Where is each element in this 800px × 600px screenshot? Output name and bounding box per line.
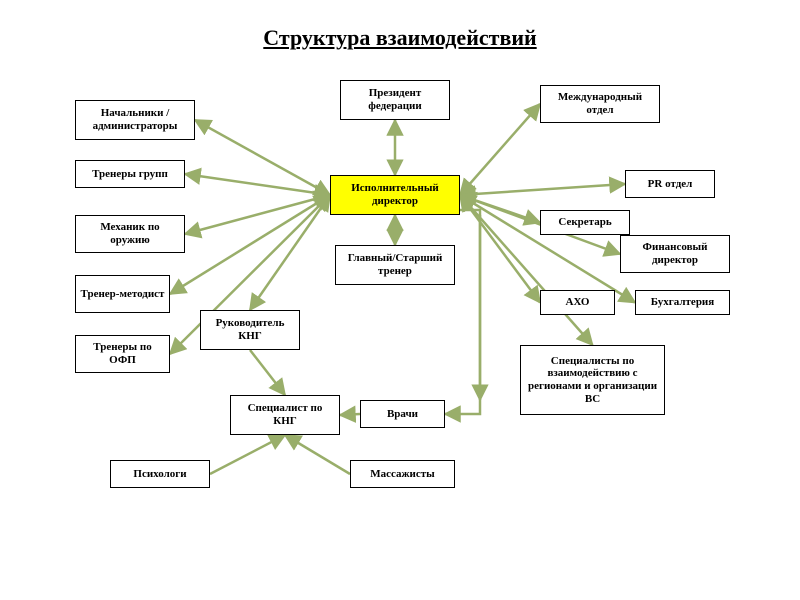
node-president: Президент федерации — [340, 80, 450, 120]
node-methodist: Тренер-методист — [75, 275, 170, 313]
node-accounting: Бухгалтерия — [635, 290, 730, 315]
node-mechanic: Механик по оружию — [75, 215, 185, 253]
node-region: Специалисты по взаимодействию с регионам… — [520, 345, 665, 415]
node-headcoach: Главный/Старший тренер — [335, 245, 455, 285]
node-secretary: Секретарь — [540, 210, 630, 235]
edge-psych-kng_spec — [210, 435, 285, 474]
edge-director-secretary — [460, 195, 540, 223]
node-intl: Международный отдел — [540, 85, 660, 123]
edge-director-axo — [460, 195, 540, 303]
node-axo: АХО — [540, 290, 615, 315]
node-admins: Начальники / администраторы — [75, 100, 195, 140]
edge-director-intl — [460, 104, 540, 195]
edge-kng_head-kng_spec — [250, 350, 285, 395]
node-coaches: Тренеры групп — [75, 160, 185, 188]
edge-director-admins — [195, 120, 330, 195]
node-kng_spec: Специалист по КНГ — [230, 395, 340, 435]
node-massage: Массажисты — [350, 460, 455, 488]
edge-massage-kng_spec — [285, 435, 350, 474]
node-kng_head: Руководитель КНГ — [200, 310, 300, 350]
node-psych: Психологи — [110, 460, 210, 488]
node-pr: PR отдел — [625, 170, 715, 198]
edge-director-kng_head — [250, 195, 330, 310]
node-director: Исполнительный директор — [330, 175, 460, 215]
node-doctors: Врачи — [360, 400, 445, 428]
node-findir: Финансовый директор — [620, 235, 730, 273]
edge-director-coaches — [185, 174, 330, 195]
edge-director-doctors-elbow — [445, 210, 480, 414]
edge-director-pr — [460, 184, 625, 195]
edge-director-methodist — [170, 195, 330, 294]
node-ofp: Тренеры по ОФП — [75, 335, 170, 373]
edge-director-mechanic — [185, 195, 330, 234]
edge-doctors-kng_spec — [340, 414, 360, 415]
diagram-title: Структура взаимодействий — [0, 25, 800, 51]
